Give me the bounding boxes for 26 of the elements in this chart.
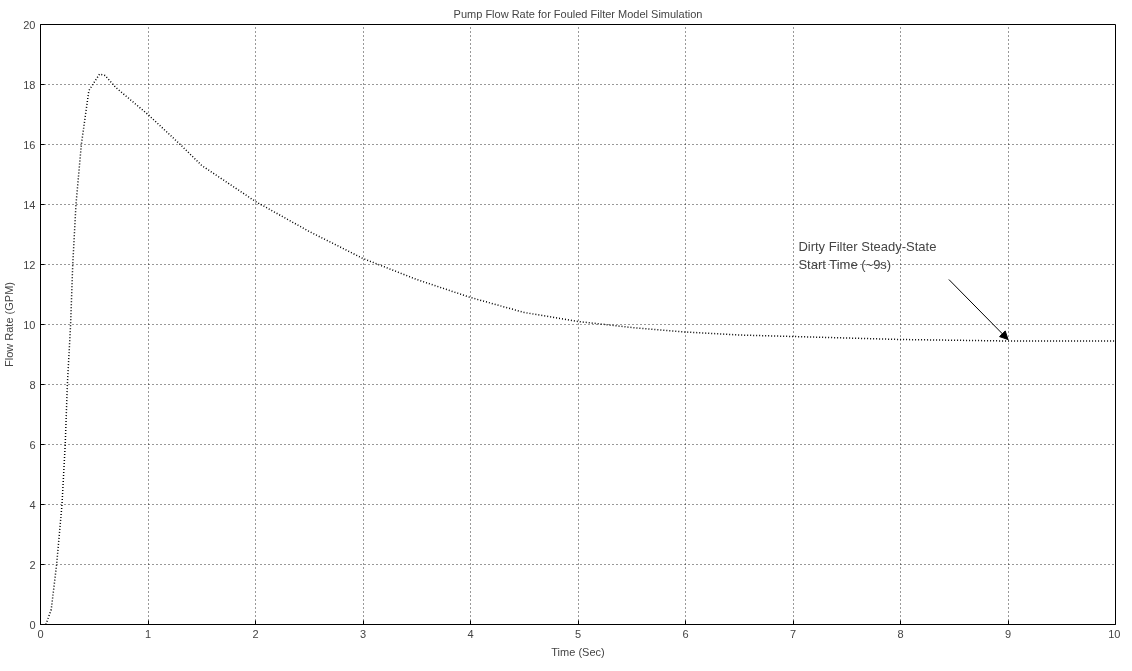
x-tick-label: 6 [682,627,689,640]
x-tick-label: 4 [467,627,474,640]
x-tick-label: 10 [1108,627,1121,640]
y-tick-label: 2 [29,558,36,571]
y-tick-label: 20 [23,18,36,31]
y-tick-label: 10 [23,318,36,331]
y-tick-label: 18 [23,78,36,91]
x-tick-label: 7 [789,627,797,640]
x-tick-label: 8 [897,627,904,640]
y-tick-label: 0 [29,618,36,631]
x-tick-label: 1 [144,627,152,640]
y-tick-label: 8 [29,378,36,391]
y-tick-label: 14 [23,198,36,211]
annotation: Dirty Filter Steady-State Start Time (~9s) [798,239,937,272]
chart-title: Pump Flow Rate for Fouled Filter Model Simulation [453,7,703,20]
y-tick-label: 4 [29,498,36,511]
y-tick-label: 16 [23,138,36,151]
x-axis-title: Time (Sec) [551,645,605,658]
x-tick-label: 0 [37,627,44,640]
x-tick-label: 3 [359,627,367,640]
y-tick-label: 6 [29,438,36,451]
x-tick-label: 5 [574,627,582,640]
y-tick-label: 12 [23,258,36,271]
y-axis-title: Flow Rate (GPM) [3,282,16,367]
x-tick-label: 9 [1004,627,1012,640]
x-tick-label: 2 [252,627,259,640]
